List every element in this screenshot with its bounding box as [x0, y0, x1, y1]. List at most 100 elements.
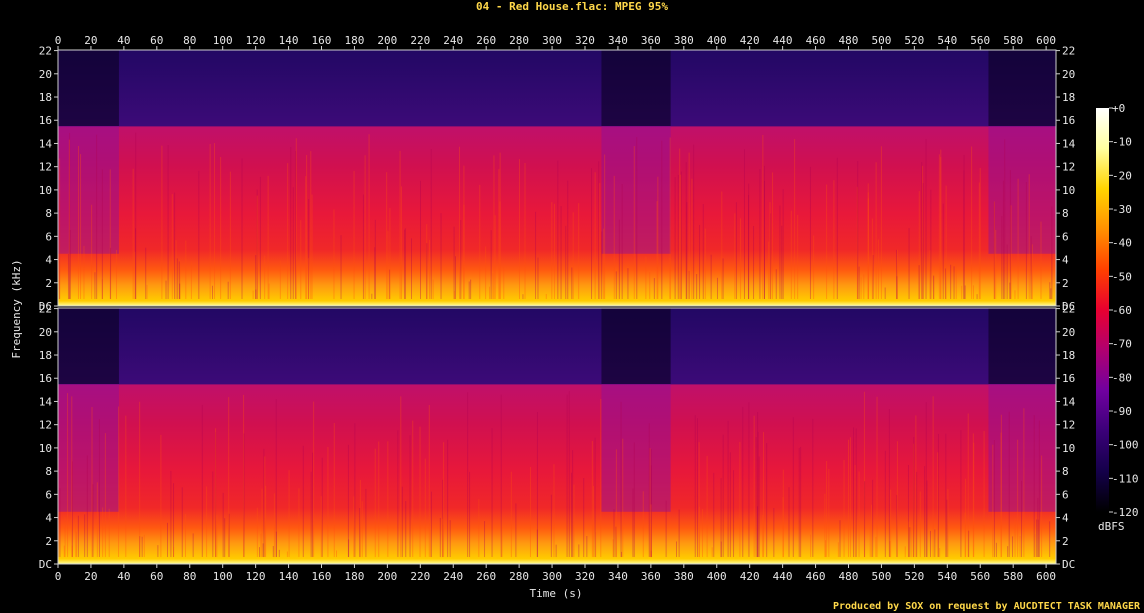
- y-tick-label: 20: [1062, 326, 1075, 339]
- x-tick-label: 560: [970, 34, 990, 47]
- y-tick-label: 8: [1062, 465, 1069, 478]
- y-tick-label: DC: [39, 558, 52, 571]
- y-tick-label: 2: [1062, 277, 1069, 290]
- x-tick-label: 380: [674, 34, 694, 47]
- y-tick-label: 10: [39, 442, 52, 455]
- x-tick-label: 60: [150, 34, 163, 47]
- colorbar-tick-label: -70: [1112, 338, 1132, 351]
- colorbar-tick-label: -30: [1112, 203, 1132, 216]
- y-tick-label: 20: [39, 68, 52, 81]
- y-tick-label: 20: [39, 326, 52, 339]
- x-tick-label: 140: [279, 34, 299, 47]
- y-tick-label: 14: [39, 137, 53, 150]
- x-tick-label: 580: [1003, 34, 1023, 47]
- x-tick-label: 200: [377, 34, 397, 47]
- y-tick-label: 10: [39, 184, 52, 197]
- colorbar-tick-label: -90: [1112, 405, 1132, 418]
- y-tick-label: 14: [1062, 137, 1076, 150]
- y-tick-label: 16: [1062, 372, 1075, 385]
- x-tick-label: 80: [183, 570, 196, 583]
- spectrogram-panels: [57, 49, 1057, 565]
- x-tick-label: 40: [117, 34, 130, 47]
- colorbar-tick-label: -20: [1112, 169, 1132, 182]
- y-tick-label: 14: [39, 395, 53, 408]
- x-tick-label: 340: [608, 34, 628, 47]
- x-tick-label: 480: [839, 34, 859, 47]
- colorbar-tick-label: -50: [1112, 270, 1132, 283]
- colorbar-tick-label: -10: [1112, 136, 1132, 149]
- y-tick-label: 2: [45, 277, 52, 290]
- x-tick-label: 40: [117, 570, 130, 583]
- panel-frame: [57, 307, 1057, 565]
- chart-title: 04 - Red House.flac: MPEG 95%: [476, 0, 668, 13]
- colorbar-tick-label: -100: [1112, 439, 1139, 452]
- spectrogram-fill: [58, 308, 1056, 564]
- y-tick-label: 16: [39, 372, 52, 385]
- colorbar-tick-label: -80: [1112, 371, 1132, 384]
- y-tick-label: 16: [39, 114, 52, 127]
- y-tick-label: 18: [39, 349, 52, 362]
- x-tick-label: 180: [344, 34, 364, 47]
- x-tick-label: 360: [641, 34, 661, 47]
- x-axis-title: Time (s): [530, 587, 583, 600]
- y-axis-title: Frequency (kHz): [10, 259, 23, 358]
- y-tick-label: 14: [1062, 395, 1076, 408]
- y-tick-label: 12: [1062, 419, 1075, 432]
- x-tick-label: 460: [806, 34, 826, 47]
- colorbar-gradient: [1096, 108, 1109, 512]
- x-tick-label: 240: [443, 570, 463, 583]
- x-tick-label: 60: [150, 570, 163, 583]
- quiet-section-shade: [601, 308, 671, 385]
- x-tick-label: 20: [84, 570, 97, 583]
- x-tick-label: 540: [937, 570, 957, 583]
- x-tick-label: 280: [509, 570, 529, 583]
- x-tick-label: 140: [279, 570, 299, 583]
- x-tick-label: 520: [904, 34, 924, 47]
- x-tick-label: 500: [871, 570, 891, 583]
- y-tick-label: DC: [39, 300, 52, 313]
- x-tick-label: 600: [1036, 570, 1056, 583]
- quiet-section-shade: [601, 50, 671, 127]
- quiet-section-shade: [58, 126, 119, 254]
- x-tick-label: 120: [246, 34, 266, 47]
- x-tick-label: 420: [740, 570, 760, 583]
- x-tick-label: 380: [674, 570, 694, 583]
- x-tick-label: 300: [542, 34, 562, 47]
- y-tick-label: 12: [39, 419, 52, 432]
- quiet-section-shade: [988, 308, 1056, 385]
- x-tick-label: 260: [476, 570, 496, 583]
- quiet-section-shade: [601, 126, 671, 254]
- y-tick-label: 22: [39, 45, 52, 58]
- x-tick-label: 400: [707, 34, 727, 47]
- y-tick-label: 4: [1062, 254, 1069, 267]
- y-tick-label: 4: [1062, 512, 1069, 525]
- x-tick-label: 240: [443, 34, 463, 47]
- channel-panel-1: [57, 49, 1057, 307]
- y-tick-label: 8: [45, 465, 52, 478]
- x-tick-label: 420: [740, 34, 760, 47]
- x-tick-label: 600: [1036, 34, 1056, 47]
- x-tick-label: 20: [84, 34, 97, 47]
- x-tick-label: 160: [312, 570, 332, 583]
- y-tick-label: 18: [39, 91, 52, 104]
- x-tick-label: 260: [476, 34, 496, 47]
- colorbar-tick-label: -120: [1112, 506, 1139, 519]
- x-tick-label: 160: [312, 34, 332, 47]
- quiet-section-shade: [58, 384, 119, 512]
- x-tick-label: 280: [509, 34, 529, 47]
- x-tick-label: 340: [608, 570, 628, 583]
- panel-frame: [57, 49, 1057, 307]
- y-tick-label: 6: [1062, 230, 1069, 243]
- colorbar-tick-label: -110: [1112, 472, 1139, 485]
- y-tick-label: 6: [1062, 488, 1069, 501]
- x-tick-label: 0: [55, 34, 62, 47]
- y-tick-label: DC: [1062, 300, 1075, 313]
- colorbar-tick-label: -60: [1112, 304, 1132, 317]
- channel-panel-2: [57, 307, 1057, 565]
- x-tick-label: 580: [1003, 570, 1023, 583]
- y-tick-label: DC: [1062, 558, 1075, 571]
- quiet-section-shade: [58, 50, 119, 127]
- colorbar-tick-label: +0: [1112, 102, 1125, 115]
- y-tick-label: 12: [39, 161, 52, 174]
